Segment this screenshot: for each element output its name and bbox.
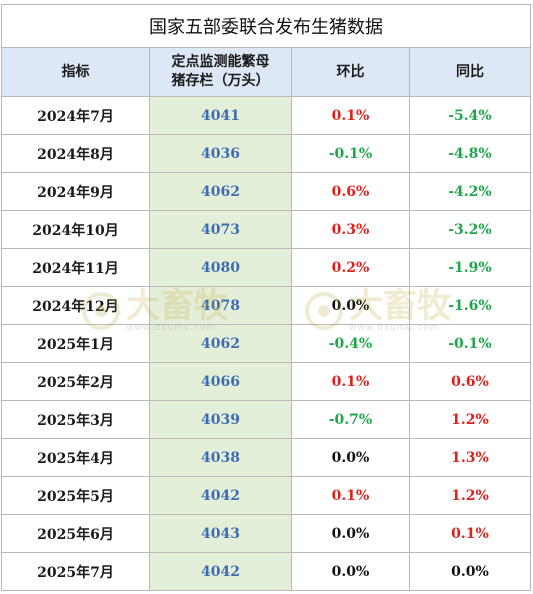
sow-inventory-cell: 4062 <box>149 324 292 363</box>
yoy-cell: -3.2% <box>409 210 531 249</box>
yoy-cell: -5.4% <box>409 96 531 135</box>
yoy-cell: -1.9% <box>409 248 531 287</box>
period-cell: 2024年7月 <box>1 96 150 135</box>
sow-inventory-cell: 4078 <box>149 286 292 325</box>
mom-cell: 0.0% <box>291 286 410 325</box>
header-sow-inventory: 定点监测能繁母 猪存栏（万头） <box>149 47 292 97</box>
sow-inventory-cell: 4042 <box>149 552 292 591</box>
yoy-cell: -4.8% <box>409 134 531 173</box>
sow-inventory-cell: 4062 <box>149 172 292 211</box>
mom-cell: 0.1% <box>291 362 410 401</box>
period-cell: 2025年4月 <box>1 438 150 477</box>
table-row: 2024年11月 4080 0.2% -1.9% <box>1 248 531 287</box>
table-row: 2025年2月 4066 0.1% 0.6% <box>1 362 531 401</box>
yoy-cell: 0.6% <box>409 362 531 401</box>
period-cell: 2025年3月 <box>1 400 150 439</box>
mom-cell: 0.1% <box>291 476 410 515</box>
mom-cell: 0.0% <box>291 552 410 591</box>
yoy-cell: 1.2% <box>409 400 531 439</box>
table-body: 2024年7月 4041 0.1% -5.4% 2024年8月 4036 -0.1% -4.8… <box>1 96 531 591</box>
yoy-cell: -1.6% <box>409 286 531 325</box>
sow-inventory-cell: 4036 <box>149 134 292 173</box>
header-yoy: 同比 <box>409 47 531 97</box>
data-table: 国家五部委联合发布生猪数据 指标 定点监测能繁母 猪存栏（万头） 环比 同比 2… <box>1 4 531 591</box>
mom-cell: 0.0% <box>291 438 410 477</box>
mom-cell: -0.7% <box>291 400 410 439</box>
mom-cell: 0.3% <box>291 210 410 249</box>
table-row: 2024年12月 4078 0.0% -1.6% <box>1 286 531 325</box>
header-sow-inventory-text: 定点监测能繁母 猪存栏（万头） <box>171 54 270 89</box>
yoy-cell: 1.2% <box>409 476 531 515</box>
header-indicator: 指标 <box>1 47 150 97</box>
yoy-cell: 0.0% <box>409 552 531 591</box>
period-cell: 2024年10月 <box>1 210 150 249</box>
table-row: 2025年5月 4042 0.1% 1.2% <box>1 476 531 515</box>
sow-inventory-cell: 4066 <box>149 362 292 401</box>
sow-inventory-cell: 4039 <box>149 400 292 439</box>
sow-inventory-cell: 4073 <box>149 210 292 249</box>
period-cell: 2025年7月 <box>1 552 150 591</box>
table-row: 2024年9月 4062 0.6% -4.2% <box>1 172 531 211</box>
sow-inventory-cell: 4038 <box>149 438 292 477</box>
header-mom: 环比 <box>291 47 410 97</box>
sow-inventory-cell: 4043 <box>149 514 292 553</box>
period-cell: 2024年11月 <box>1 248 150 287</box>
period-cell: 2025年5月 <box>1 476 150 515</box>
sow-inventory-cell: 4042 <box>149 476 292 515</box>
sow-inventory-cell: 4041 <box>149 96 292 135</box>
yoy-cell: -0.1% <box>409 324 531 363</box>
yoy-cell: 0.1% <box>409 514 531 553</box>
period-cell: 2024年9月 <box>1 172 150 211</box>
table-row: 2024年8月 4036 -0.1% -4.8% <box>1 134 531 173</box>
mom-cell: 0.0% <box>291 514 410 553</box>
period-cell: 2025年1月 <box>1 324 150 363</box>
mom-cell: 0.6% <box>291 172 410 211</box>
period-cell: 2025年2月 <box>1 362 150 401</box>
table-row: 2025年4月 4038 0.0% 1.3% <box>1 438 531 477</box>
table-title: 国家五部委联合发布生猪数据 <box>1 4 531 48</box>
sow-inventory-cell: 4080 <box>149 248 292 287</box>
header-row: 指标 定点监测能繁母 猪存栏（万头） 环比 同比 <box>1 47 531 97</box>
yoy-cell: 1.3% <box>409 438 531 477</box>
table-row: 2024年10月 4073 0.3% -3.2% <box>1 210 531 249</box>
yoy-cell: -4.2% <box>409 172 531 211</box>
table-row: 2025年7月 4042 0.0% 0.0% <box>1 552 531 591</box>
mom-cell: -0.1% <box>291 134 410 173</box>
mom-cell: -0.4% <box>291 324 410 363</box>
table-row: 2025年6月 4043 0.0% 0.1% <box>1 514 531 553</box>
mom-cell: 0.1% <box>291 96 410 135</box>
table-row: 2024年7月 4041 0.1% -5.4% <box>1 96 531 135</box>
mom-cell: 0.2% <box>291 248 410 287</box>
period-cell: 2024年12月 <box>1 286 150 325</box>
table-row: 2025年1月 4062 -0.4% -0.1% <box>1 324 531 363</box>
period-cell: 2025年6月 <box>1 514 150 553</box>
period-cell: 2024年8月 <box>1 134 150 173</box>
table-row: 2025年3月 4039 -0.7% 1.2% <box>1 400 531 439</box>
